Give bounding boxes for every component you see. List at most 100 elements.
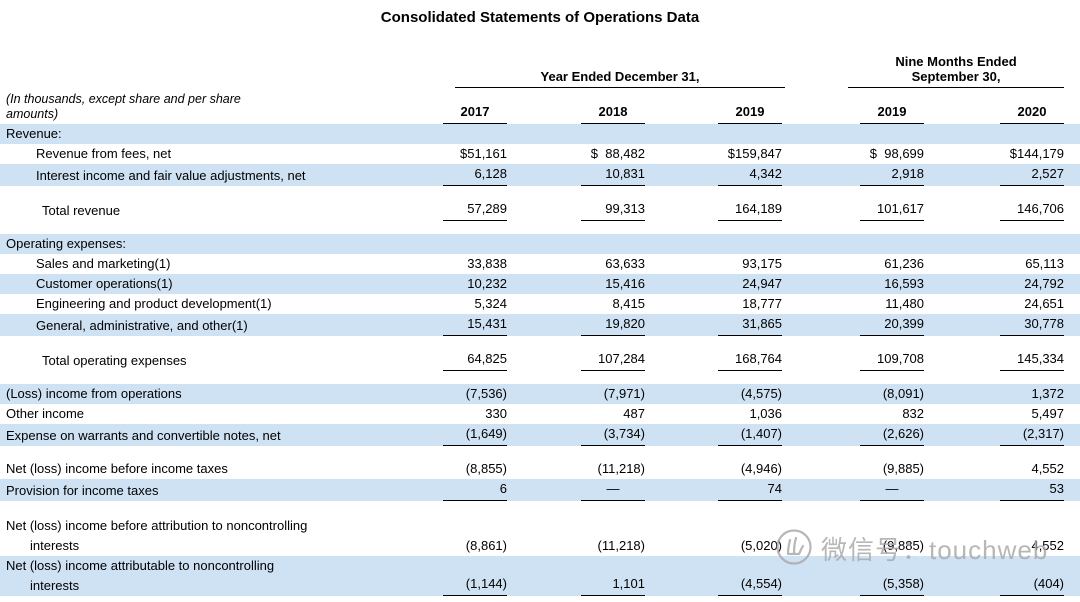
- cell-value: (5,358): [785, 556, 928, 596]
- cell-value: —: [510, 479, 648, 501]
- col-group-label: Year Ended December 31,: [540, 69, 700, 84]
- row-label: Total revenue: [42, 203, 121, 218]
- cell-value: 2,918: [785, 164, 928, 186]
- table-row: Operating expenses:: [0, 234, 1080, 254]
- cell-value: 101,617: [785, 199, 927, 221]
- row-label: Interest income and fair value adjustmen…: [0, 164, 405, 186]
- cell-value: $ 88,482: [590, 146, 645, 161]
- cell-value: 832: [902, 406, 925, 421]
- cell-value: 20,399: [785, 314, 928, 336]
- cell-value: (9,885): [882, 538, 925, 553]
- cell-value: $51,161: [460, 146, 507, 161]
- cell-value: [510, 234, 648, 254]
- row-label: Net (loss) income before attribution to …: [6, 518, 308, 553]
- row-label: Total operating expenses: [42, 353, 187, 368]
- cell-value: (4,575): [648, 384, 786, 404]
- cell-value: 24,947: [648, 274, 786, 294]
- row-spacer: [0, 221, 1080, 234]
- cell-value: (11,218): [597, 461, 645, 476]
- cell-value: 53: [927, 479, 1080, 501]
- cell-value: [648, 234, 786, 254]
- column-group-row: Year Ended December 31, Nine Months Ende…: [0, 48, 1080, 88]
- cell-value: 10,232: [405, 274, 510, 294]
- years-row: (In thousands, except share and per shar…: [0, 88, 1080, 124]
- cell-value: 145,334: [927, 349, 1080, 371]
- cell-value: 487: [623, 406, 645, 421]
- cell-value: $159,847: [727, 146, 783, 161]
- table-row: Net (loss) income before income taxes (8,…: [0, 459, 1080, 479]
- year-header: 2019: [648, 88, 785, 124]
- cell-value: [648, 124, 786, 144]
- row-spacer: [0, 336, 1080, 349]
- cell-value: [510, 124, 648, 144]
- cell-value: (7,536): [405, 384, 510, 404]
- cell-value: 1,101: [510, 556, 648, 596]
- cell-value: 30,778: [927, 314, 1080, 336]
- cell-value: 93,175: [742, 256, 783, 271]
- cell-value: (11,218): [597, 538, 645, 553]
- cell-value: 74: [648, 479, 786, 501]
- table-row: Sales and marketing(1) 33,838 63,633 93,175…: [0, 254, 1080, 274]
- cell-value: 63,633: [605, 256, 645, 271]
- cell-value: (9,885): [882, 461, 925, 476]
- table-row: Other income 330 487 1,036 832 5,497: [0, 404, 1080, 424]
- row-label: Engineering and product development(1): [36, 296, 272, 311]
- year-header: 2019: [785, 88, 927, 124]
- col-group-nine-months: Nine Months Ended September 30,: [785, 48, 1080, 88]
- cell-value: 33,838: [467, 256, 507, 271]
- col-group-year-ended: Year Ended December 31,: [405, 48, 786, 88]
- cell-value: 164,189: [648, 199, 785, 221]
- cell-value: —: [785, 479, 928, 501]
- spacer-row: [0, 221, 1080, 234]
- cell-value: 16,593: [785, 274, 928, 294]
- cell-value: 18,777: [742, 296, 783, 311]
- operations-table: Year Ended December 31, Nine Months Ende…: [0, 48, 1080, 596]
- row-label: Net (loss) income attributable to noncon…: [0, 556, 405, 596]
- cell-value: 57,289: [405, 199, 510, 221]
- row-label: Provision for income taxes: [0, 479, 405, 501]
- cell-value: [927, 124, 1080, 144]
- table-row: Revenue from fees, net $51,161 $ 88,482 $15…: [0, 144, 1080, 164]
- cell-value: 6: [405, 479, 510, 501]
- cell-value: 8,415: [612, 296, 645, 311]
- cell-value: 10,831: [510, 164, 648, 186]
- spacer-row: [0, 186, 1080, 199]
- cell-value: (1,649): [405, 424, 510, 446]
- table-body: Revenue: Revenue from fees, net $51,161 $ 8…: [0, 124, 1080, 596]
- row-label: Sales and marketing(1): [36, 256, 171, 271]
- year-header: 2018: [510, 88, 648, 124]
- cell-value: (7,971): [510, 384, 648, 404]
- table-row: General, administrative, and other(1) 15,…: [0, 314, 1080, 336]
- row-spacer: [0, 446, 1080, 459]
- cell-value: (2,626): [785, 424, 928, 446]
- row-label: (Loss) income from operations: [0, 384, 405, 404]
- row-label: Revenue from fees, net: [36, 146, 172, 161]
- table-row: (Loss) income from operations (7,536) (7,9…: [0, 384, 1080, 404]
- table-row: Total operating expenses 64,825 107,284 168…: [0, 349, 1080, 371]
- cell-value: [405, 124, 510, 144]
- cell-value: 15,431: [405, 314, 510, 336]
- cell-value: (1,144): [405, 556, 510, 596]
- row-spacer: [0, 186, 1080, 199]
- cell-value: 146,706: [927, 199, 1080, 221]
- cell-value: (4,946): [740, 461, 783, 476]
- cell-value: 4,552: [1031, 538, 1065, 553]
- cell-value: (1,407): [648, 424, 786, 446]
- year-header: 2017: [405, 88, 510, 124]
- cell-value: [785, 234, 928, 254]
- row-label: Customer operations(1): [0, 274, 405, 294]
- cell-value: 11,480: [885, 296, 925, 311]
- cell-value: 109,708: [785, 349, 927, 371]
- cell-value: [785, 124, 928, 144]
- cell-value: 1,036: [749, 406, 783, 421]
- table-row: Net (loss) income attributable to noncon…: [0, 556, 1080, 596]
- page-title: Consolidated Statements of Operations Da…: [380, 9, 700, 26]
- table-row: Revenue:: [0, 124, 1080, 144]
- cell-value: 5,497: [1031, 406, 1065, 421]
- table-row: Total revenue 57,289 99,313 164,189 101,617 1…: [0, 199, 1080, 221]
- cell-value: 107,284: [510, 349, 648, 371]
- row-label: Revenue:: [0, 124, 405, 144]
- cell-value: 5,324: [474, 296, 507, 311]
- cell-value: (8,861): [465, 538, 507, 553]
